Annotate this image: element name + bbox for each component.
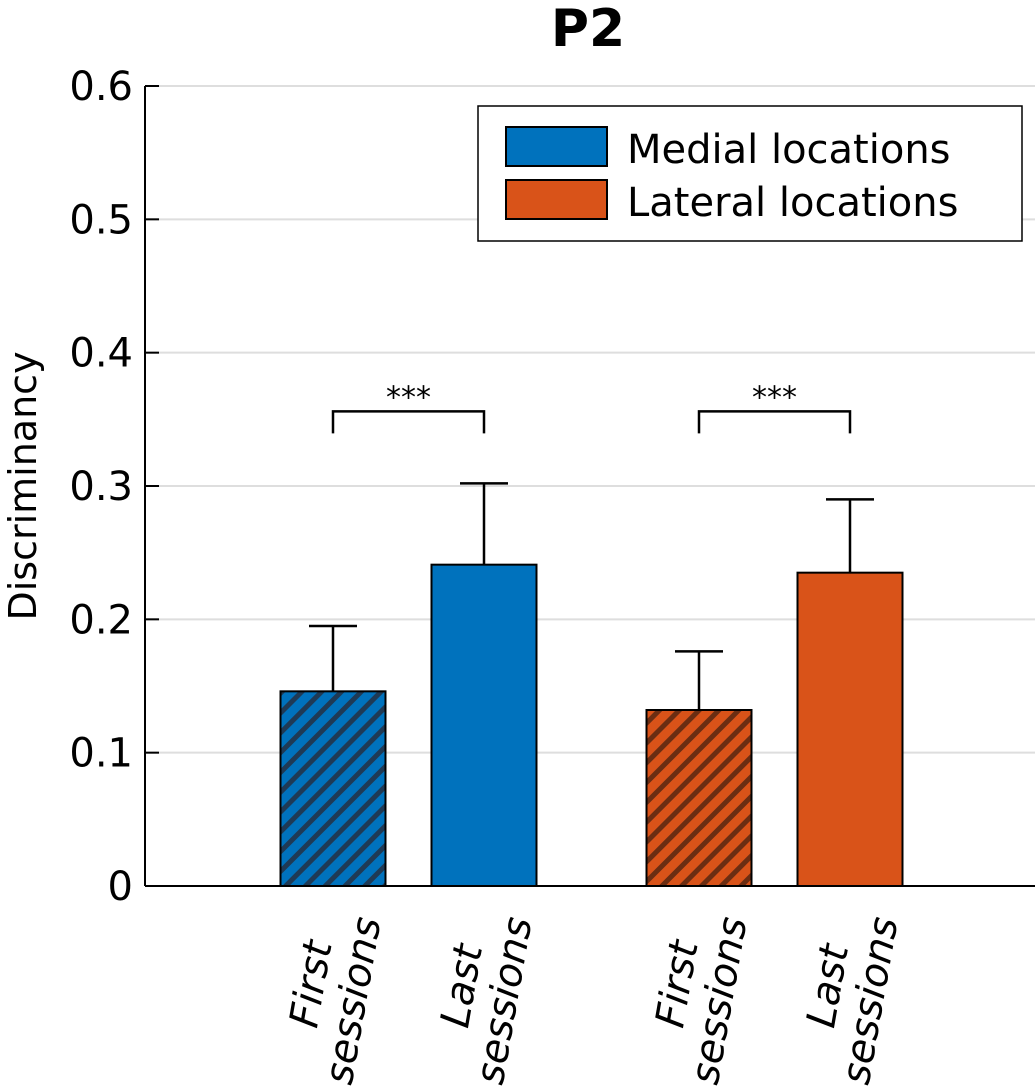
- significance-group: *** ***: [331, 380, 852, 434]
- legend-label-lateral: Lateral locations: [627, 180, 958, 226]
- bar-0: [279, 690, 387, 887]
- error-bars-group: [309, 482, 874, 710]
- y-axis-label: Discriminancy: [1, 351, 45, 620]
- significance-label-1: ***: [752, 380, 797, 415]
- y-tick-labels: 0 0.1 0.2 0.3 0.4 0.5 0.6: [69, 64, 133, 910]
- legend-swatch-lateral: [505, 179, 608, 220]
- chart-title: P2: [551, 0, 625, 59]
- y-tick-label: 0.3: [69, 464, 133, 510]
- significance-label-0: ***: [386, 380, 431, 415]
- y-tick-label: 0.5: [69, 197, 133, 243]
- y-tick-label: 0.6: [69, 64, 133, 110]
- y-tick-label: 0: [108, 864, 133, 910]
- axes-group: [144, 85, 1035, 887]
- y-tick-label: 0.1: [69, 731, 133, 777]
- y-tick-label: 0.2: [69, 597, 133, 643]
- bar-1: [430, 563, 538, 888]
- significance-bracket-1: [697, 410, 852, 434]
- legend-label-medial: Medial locations: [627, 127, 951, 173]
- legend: Medial locations Lateral locations: [477, 105, 1023, 242]
- significance-bracket-0: [331, 410, 486, 434]
- legend-swatch-medial: [505, 126, 608, 167]
- y-tick-label: 0.4: [69, 331, 133, 377]
- bar-3: [796, 571, 904, 888]
- bars-group: [279, 563, 904, 888]
- bar-2: [645, 709, 753, 887]
